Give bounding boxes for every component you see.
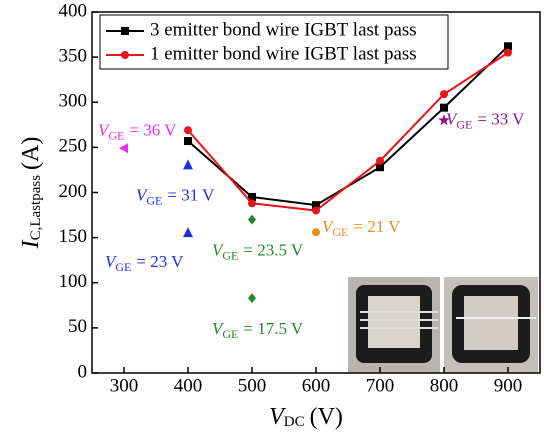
marker xyxy=(248,193,256,202)
marker xyxy=(438,114,450,126)
y-tick-label: 250 xyxy=(59,136,88,157)
x-tick-label: 700 xyxy=(366,375,395,396)
label-sub: GE xyxy=(146,193,162,207)
label-var: V xyxy=(269,404,286,430)
label-sub: GE xyxy=(115,260,131,274)
label-sub: GE xyxy=(222,327,238,341)
marker xyxy=(312,228,320,237)
annotation: VGE = 33 V xyxy=(446,109,525,131)
label-rest: = 21 V xyxy=(353,217,401,236)
marker xyxy=(248,214,256,225)
label-sub: GE xyxy=(456,117,472,131)
photo xyxy=(348,277,538,373)
marker xyxy=(183,159,193,170)
label-rest: = 33 V xyxy=(477,109,525,128)
y-tick-label: 0 xyxy=(78,361,88,382)
label-rest: = 17.5 V xyxy=(243,319,304,338)
annotation: VGE = 23 V xyxy=(105,252,184,274)
y-tick-label: 200 xyxy=(59,181,88,202)
y-tick-label: 350 xyxy=(59,45,88,66)
y-tick-label: 100 xyxy=(59,271,88,292)
x-tick-label: 400 xyxy=(174,375,203,396)
label-var: V xyxy=(136,185,149,204)
legend-label: 1 emitter bond wire IGBT last pass xyxy=(150,43,417,64)
label-rest: (V) xyxy=(310,404,343,430)
marker xyxy=(184,126,192,135)
label-sub: C,Lastpass xyxy=(28,175,44,241)
annotation: VGE = 17.5 V xyxy=(212,319,304,341)
marker xyxy=(504,48,512,57)
annotation: VGE = 31 V xyxy=(136,185,215,207)
label-var: V xyxy=(212,319,225,338)
label-var: V xyxy=(212,240,225,259)
marker xyxy=(312,201,320,210)
label-sub: DC xyxy=(284,414,305,430)
annotation: VGE = 21 V xyxy=(322,217,401,239)
marker xyxy=(376,156,384,165)
x-axis-label: VDC (V) xyxy=(269,404,343,431)
legend xyxy=(99,14,449,70)
label-sub: GE xyxy=(222,248,238,262)
marker xyxy=(248,199,256,208)
x-tick-label: 300 xyxy=(110,375,139,396)
x-tick-label: 900 xyxy=(494,375,523,396)
legend-marker xyxy=(121,51,129,59)
marker xyxy=(119,143,128,154)
marker xyxy=(504,42,512,51)
y-tick-label: 300 xyxy=(59,91,88,112)
marker xyxy=(183,227,193,238)
y-tick-label: 50 xyxy=(68,316,87,337)
marker xyxy=(440,103,448,112)
y-tick-label: 150 xyxy=(59,226,88,247)
label-var: V xyxy=(105,252,118,271)
label-var: V xyxy=(322,217,335,236)
annotation: VGE = 23.5 V xyxy=(212,240,304,262)
y-axis-label: IC,Lastpass (A) xyxy=(18,137,45,250)
label-var: V xyxy=(446,109,459,128)
x-tick-label: 600 xyxy=(302,375,331,396)
y-tick-label: 400 xyxy=(59,0,88,21)
annotation: VGE = 36 V xyxy=(98,120,177,142)
label-rest: (A) xyxy=(18,137,44,170)
label-sub: GE xyxy=(332,225,348,239)
marker xyxy=(184,137,192,146)
label-var: V xyxy=(98,120,111,139)
label-rest: = 36 V xyxy=(129,120,177,139)
label-rest: = 23.5 V xyxy=(243,240,304,259)
x-tick-label: 800 xyxy=(430,375,459,396)
series-line xyxy=(187,51,509,212)
label-sub: GE xyxy=(108,128,124,142)
marker xyxy=(312,206,320,215)
marker xyxy=(376,163,384,172)
legend-marker xyxy=(121,27,129,35)
marker xyxy=(248,293,256,304)
label-rest: = 31 V xyxy=(167,185,215,204)
marker xyxy=(440,90,448,99)
x-tick-label: 500 xyxy=(238,375,267,396)
legend-label: 3 emitter bond wire IGBT last pass xyxy=(150,19,417,40)
label-var: I xyxy=(18,239,44,249)
label-rest: = 23 V xyxy=(136,252,184,271)
